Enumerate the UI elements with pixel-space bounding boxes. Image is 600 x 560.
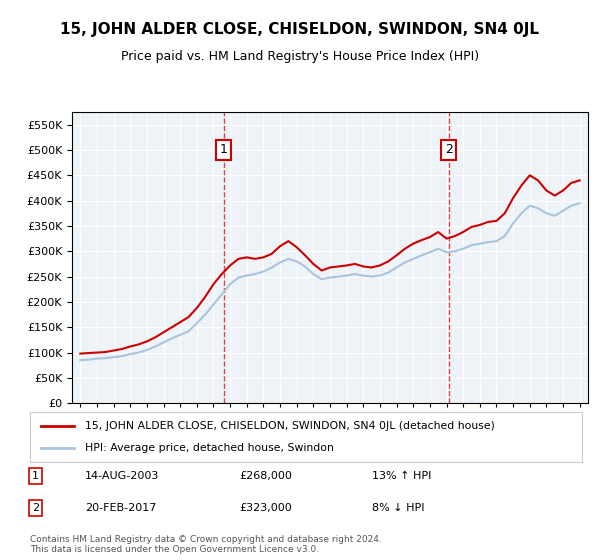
- Text: £268,000: £268,000: [240, 471, 293, 481]
- Text: HPI: Average price, detached house, Swindon: HPI: Average price, detached house, Swin…: [85, 443, 334, 453]
- Text: 20-FEB-2017: 20-FEB-2017: [85, 503, 157, 513]
- Text: 2: 2: [32, 503, 39, 513]
- Text: 15, JOHN ALDER CLOSE, CHISELDON, SWINDON, SN4 0JL (detached house): 15, JOHN ALDER CLOSE, CHISELDON, SWINDON…: [85, 421, 495, 431]
- Text: 13% ↑ HPI: 13% ↑ HPI: [372, 471, 431, 481]
- Text: 2: 2: [445, 143, 452, 156]
- Text: 8% ↓ HPI: 8% ↓ HPI: [372, 503, 425, 513]
- Text: 1: 1: [220, 143, 228, 156]
- Text: Contains HM Land Registry data © Crown copyright and database right 2024.
This d: Contains HM Land Registry data © Crown c…: [30, 535, 382, 554]
- Text: £323,000: £323,000: [240, 503, 293, 513]
- Text: 15, JOHN ALDER CLOSE, CHISELDON, SWINDON, SN4 0JL: 15, JOHN ALDER CLOSE, CHISELDON, SWINDON…: [61, 22, 539, 38]
- Text: Price paid vs. HM Land Registry's House Price Index (HPI): Price paid vs. HM Land Registry's House …: [121, 50, 479, 63]
- Text: 14-AUG-2003: 14-AUG-2003: [85, 471, 160, 481]
- Text: 1: 1: [32, 471, 39, 481]
